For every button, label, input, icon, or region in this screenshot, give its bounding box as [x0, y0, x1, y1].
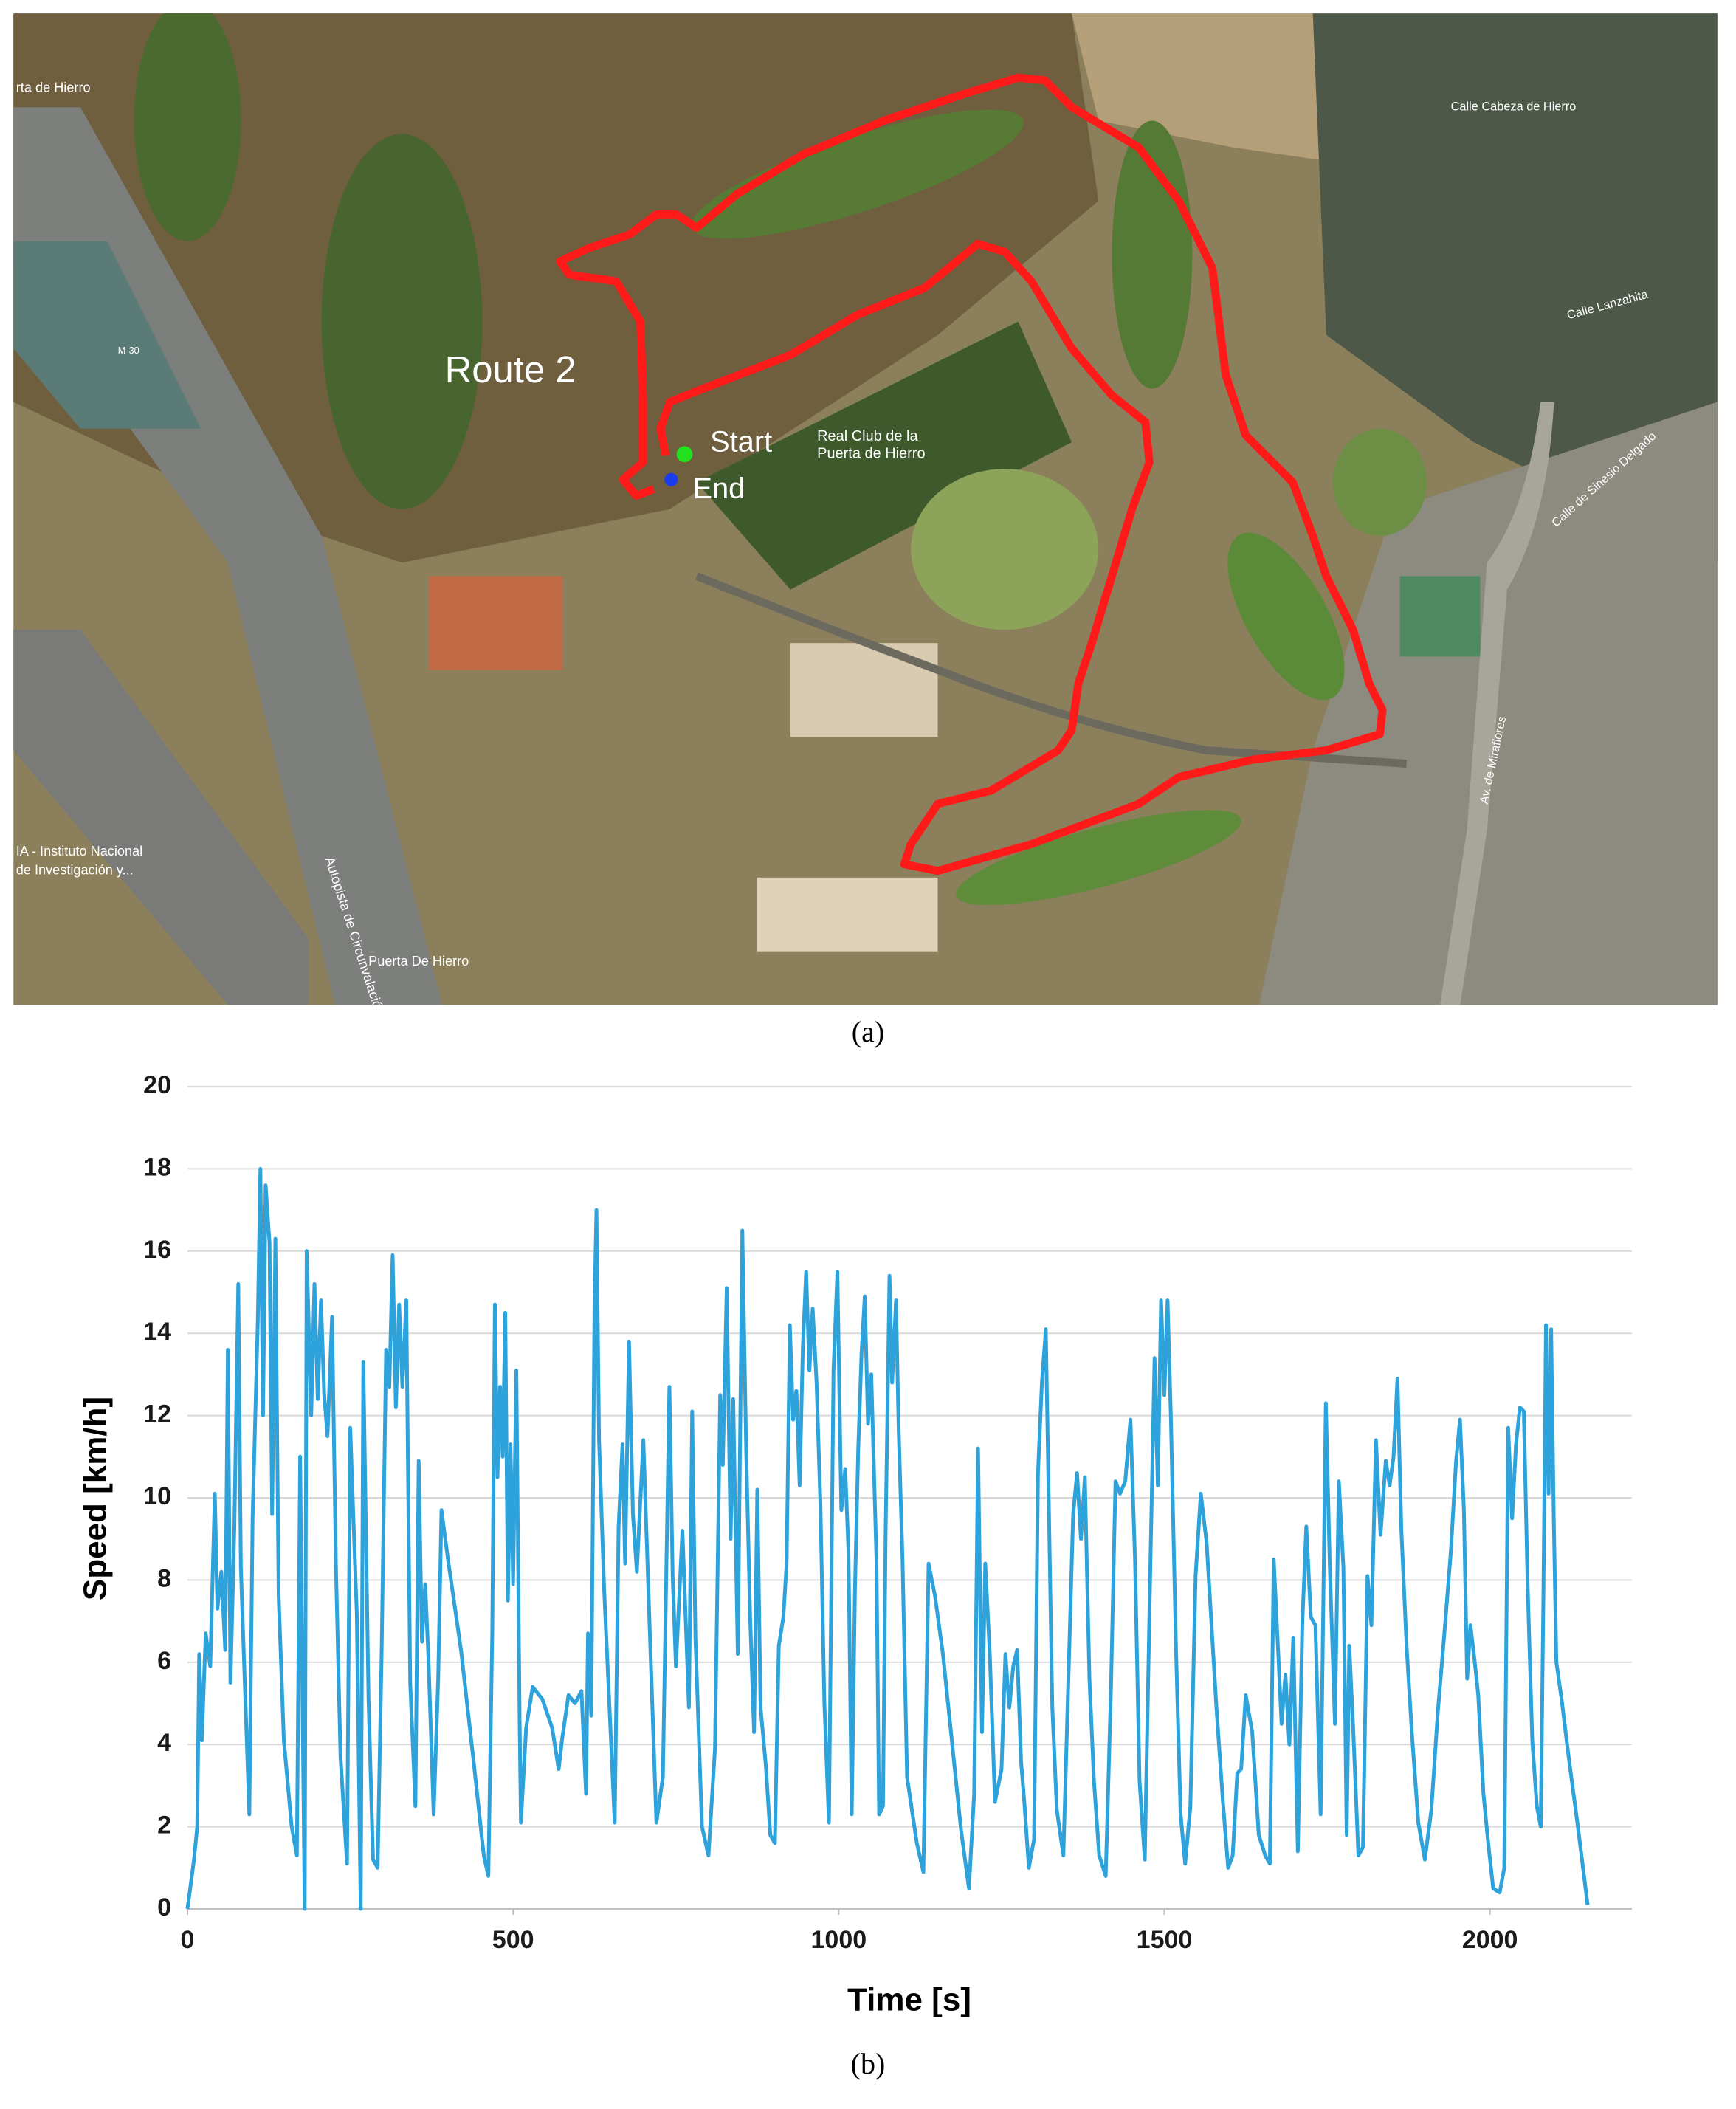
y-tick-label: 20 [143, 1071, 171, 1099]
map-label: Start [710, 425, 772, 458]
road [695, 572, 1408, 768]
y-axis-title: Speed [km/h] [78, 1397, 114, 1600]
y-tick-label: 4 [157, 1729, 171, 1757]
y-tick-label: 2 [157, 1812, 171, 1840]
map-label: rta de Hierro [16, 80, 91, 95]
highway [13, 630, 309, 1005]
y-tick-label: 10 [143, 1482, 171, 1510]
y-tick-label: 18 [143, 1153, 171, 1181]
caption-b: (b) [851, 2047, 886, 2080]
map-label: End [692, 472, 745, 505]
map-label: de Investigación y... [16, 863, 134, 878]
y-tick-label: 0 [157, 1893, 171, 1922]
map-label: Route 2 [445, 348, 576, 391]
road [1440, 402, 1554, 1005]
field [1072, 13, 1326, 161]
fairway [1332, 428, 1427, 536]
end-point [664, 472, 678, 486]
fairway [956, 810, 1241, 906]
sand-area [757, 877, 938, 952]
caption-a: (a) [852, 1015, 884, 1048]
x-tick-label: 500 [492, 1926, 534, 1954]
greenhouses [13, 241, 202, 429]
x-tick-label: 1000 [811, 1926, 867, 1954]
start-point [676, 446, 693, 463]
map-label: IA - Instituto Nacional [16, 844, 142, 859]
green-area [911, 469, 1099, 630]
fairway [691, 109, 1024, 239]
map: Route 2 Start End Real Club de la Puerta de … [13, 13, 1718, 1017]
fairway [321, 134, 483, 509]
y-tick-label: 16 [143, 1236, 171, 1264]
courts [428, 576, 563, 670]
residential [1312, 13, 1718, 563]
polo-field [696, 321, 1072, 590]
x-tick-label: 0 [181, 1926, 195, 1954]
map-label: M-30 [118, 345, 140, 356]
y-tick-label: 14 [143, 1318, 171, 1346]
map-label: Puerta De Hierro [368, 954, 469, 969]
y-tick-label: 12 [143, 1400, 171, 1428]
fairway [134, 13, 241, 241]
map-label: Calle Cabeza de Hierro [1451, 100, 1577, 114]
speed-line [185, 1166, 1590, 1911]
map-label: Puerta de Hierro [817, 446, 925, 462]
courts [1399, 576, 1481, 657]
fairway [1227, 532, 1345, 701]
x-axis-title: Time [s] [847, 1982, 971, 2018]
map-label: Real Club de la [817, 428, 918, 444]
x-tick-label: 1500 [1137, 1926, 1193, 1954]
sand-area [790, 643, 938, 737]
y-tick-label: 6 [157, 1647, 171, 1675]
x-tick-label: 2000 [1462, 1926, 1518, 1954]
y-tick-label: 8 [157, 1564, 171, 1592]
route [556, 73, 1387, 875]
